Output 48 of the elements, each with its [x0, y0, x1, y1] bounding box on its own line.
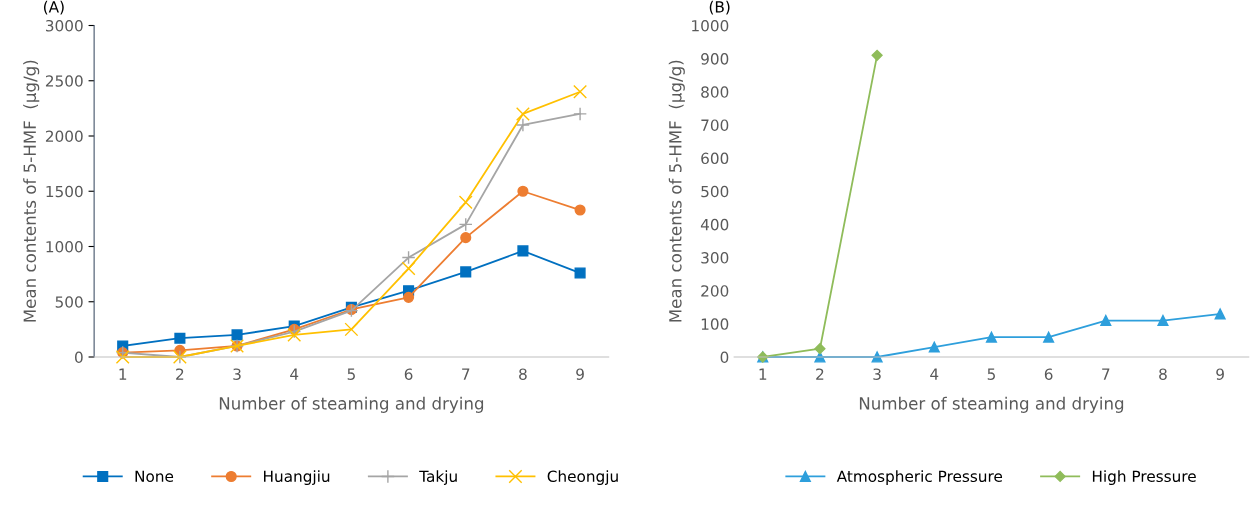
legend-label: None [135, 470, 174, 483]
y-tick-label: 700 [701, 119, 729, 131]
y-axis-title: Mean contents of 5-HMF (µg/g) [23, 60, 40, 322]
x-tick-label: 6 [1044, 368, 1053, 380]
legend-label: High Pressure [1092, 470, 1196, 485]
y-tick-label: 800 [701, 86, 729, 98]
legend-label: Atmospheric Pressure [836, 470, 1003, 485]
x-tick-label: 5 [987, 368, 995, 380]
legend-label: Takju [419, 470, 457, 485]
x-tick-label: 7 [462, 368, 470, 380]
y-tick-label: 0 [720, 351, 729, 364]
x-tick-label: 8 [1159, 368, 1167, 380]
x-tick-label: 9 [1216, 368, 1224, 380]
x-tick-label: 2 [816, 368, 824, 380]
x-tick-label: 2 [176, 368, 184, 380]
x-tick-label: 5 [347, 368, 355, 380]
y-tick-label: 200 [701, 285, 729, 297]
y-tick-label: 0 [75, 351, 83, 364]
x-tick-label: 6 [404, 368, 413, 380]
y-tick-label: 500 [701, 185, 729, 198]
x-tick-label: 9 [576, 368, 584, 380]
x-tick-label: 1 [759, 368, 767, 380]
y-tick-label: 2000 [45, 130, 83, 143]
y-tick-label: 400 [700, 218, 729, 231]
y-tick-label: 3000 [45, 19, 83, 32]
y-tick-label: 1000 [692, 19, 729, 32]
y-tick-label: 900 [701, 53, 729, 65]
x-tick-label: 3 [873, 368, 881, 380]
y-tick-label: 1000 [46, 240, 83, 253]
y-tick-label: 1500 [46, 185, 83, 198]
x-tick-label: 4 [930, 368, 939, 380]
y-tick-label: 300 [701, 252, 729, 264]
chart-title: (A) [43, 0, 64, 15]
y-tick-label: 100 [701, 318, 729, 330]
legend-label: Huangjiu [264, 470, 330, 485]
y-tick-label: 600 [701, 152, 729, 165]
x-tick-label: 1 [119, 368, 127, 380]
x-tick-label: 8 [519, 368, 527, 380]
y-axis-title: Mean contents of 5-HMF (µg/g) [668, 60, 685, 322]
x-axis-title: Number of steaming and drying [219, 396, 484, 413]
y-tick-label: 2500 [45, 75, 83, 87]
x-tick-label: 4 [290, 368, 299, 380]
x-axis-title: Number of steaming and drying [859, 396, 1124, 413]
chart-title: (B) [709, 0, 730, 15]
y-tick-label: 500 [55, 296, 83, 308]
x-tick-label: 7 [1102, 368, 1110, 380]
legend-label: Cheongju [547, 470, 618, 485]
x-tick-label: 3 [233, 368, 241, 380]
